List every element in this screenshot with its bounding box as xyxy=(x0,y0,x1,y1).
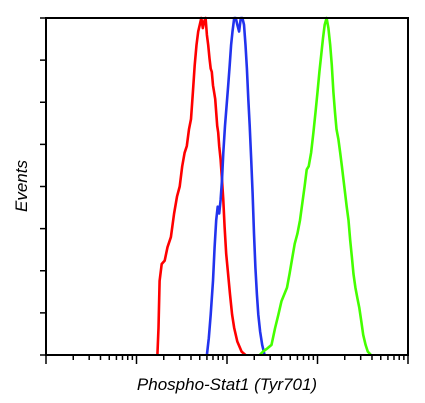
plot-frame xyxy=(45,17,409,356)
y-axis-label: Events xyxy=(12,160,31,212)
histogram-series-2 xyxy=(205,16,266,356)
x-axis-label: Phospho-Stat1 (Tyr701) xyxy=(137,375,317,394)
histogram-series-1 xyxy=(156,16,247,356)
x-axis-ticks xyxy=(45,355,409,364)
y-axis-ticks xyxy=(40,17,46,356)
histogram-series-3 xyxy=(258,16,372,356)
series-layer xyxy=(156,16,372,356)
